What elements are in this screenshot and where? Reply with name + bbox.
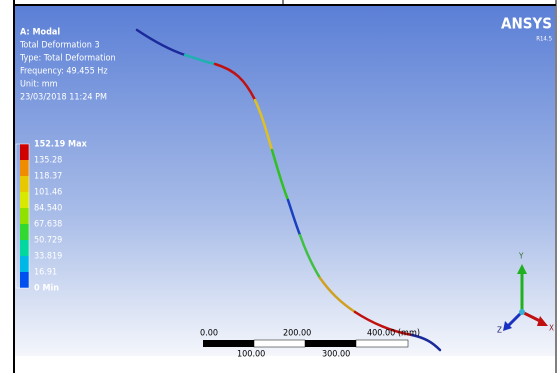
legend-label: 16.91 bbox=[34, 268, 57, 278]
legend-swatch bbox=[20, 240, 29, 256]
scale-bar bbox=[203, 340, 408, 347]
legend-label: 33.819 bbox=[34, 252, 62, 262]
scale-segment bbox=[254, 340, 305, 347]
scale-segment bbox=[356, 340, 408, 347]
header-title: A: Modal bbox=[20, 28, 60, 38]
legend-label: 84.540 bbox=[34, 204, 62, 214]
legend-label: 135.28 bbox=[34, 156, 62, 166]
scale-label: 200.00 bbox=[283, 329, 311, 339]
header-line: Unit: mm bbox=[20, 80, 58, 90]
legend-swatch bbox=[20, 224, 29, 240]
legend-swatch bbox=[20, 176, 29, 192]
legend-swatch bbox=[20, 208, 29, 224]
legend-label: 67.638 bbox=[34, 220, 62, 230]
logo-version: R14.5 bbox=[536, 36, 552, 43]
legend-swatch bbox=[20, 272, 29, 288]
triad-label: Y bbox=[518, 252, 524, 261]
legend-swatch bbox=[20, 160, 29, 176]
scale-label: 0.00 bbox=[200, 329, 218, 339]
triad-origin bbox=[519, 309, 525, 315]
scale-label: 100.00 bbox=[237, 350, 265, 360]
legend-label: 50.729 bbox=[34, 236, 62, 246]
header-line: 23/03/2018 11:24 PM bbox=[20, 93, 107, 103]
legend-swatch bbox=[20, 144, 29, 160]
scale-segment bbox=[203, 340, 254, 347]
logo: ANSYS bbox=[501, 15, 552, 33]
legend-label: 118.37 bbox=[34, 172, 62, 182]
scale-label: 400.00 (mm) bbox=[367, 329, 420, 339]
header-line: Frequency: 49.455 Hz bbox=[20, 67, 108, 77]
legend-swatch bbox=[20, 256, 29, 272]
scale-label: 300.00 bbox=[322, 350, 350, 360]
header-line: Total Deformation 3 bbox=[19, 41, 100, 51]
triad-label: Z bbox=[497, 326, 502, 335]
scale-segment bbox=[305, 340, 356, 347]
screenshot: A: Modal Total Deformation 3 Type: Total… bbox=[0, 0, 560, 373]
legend-label: 0 Min bbox=[34, 284, 59, 294]
legend-label: 101.46 bbox=[34, 188, 62, 198]
legend-swatch bbox=[20, 192, 29, 208]
header-line: Type: Total Deformation bbox=[19, 54, 116, 64]
legend-label: 152.19 Max bbox=[34, 140, 88, 150]
triad-label: X bbox=[549, 324, 554, 333]
